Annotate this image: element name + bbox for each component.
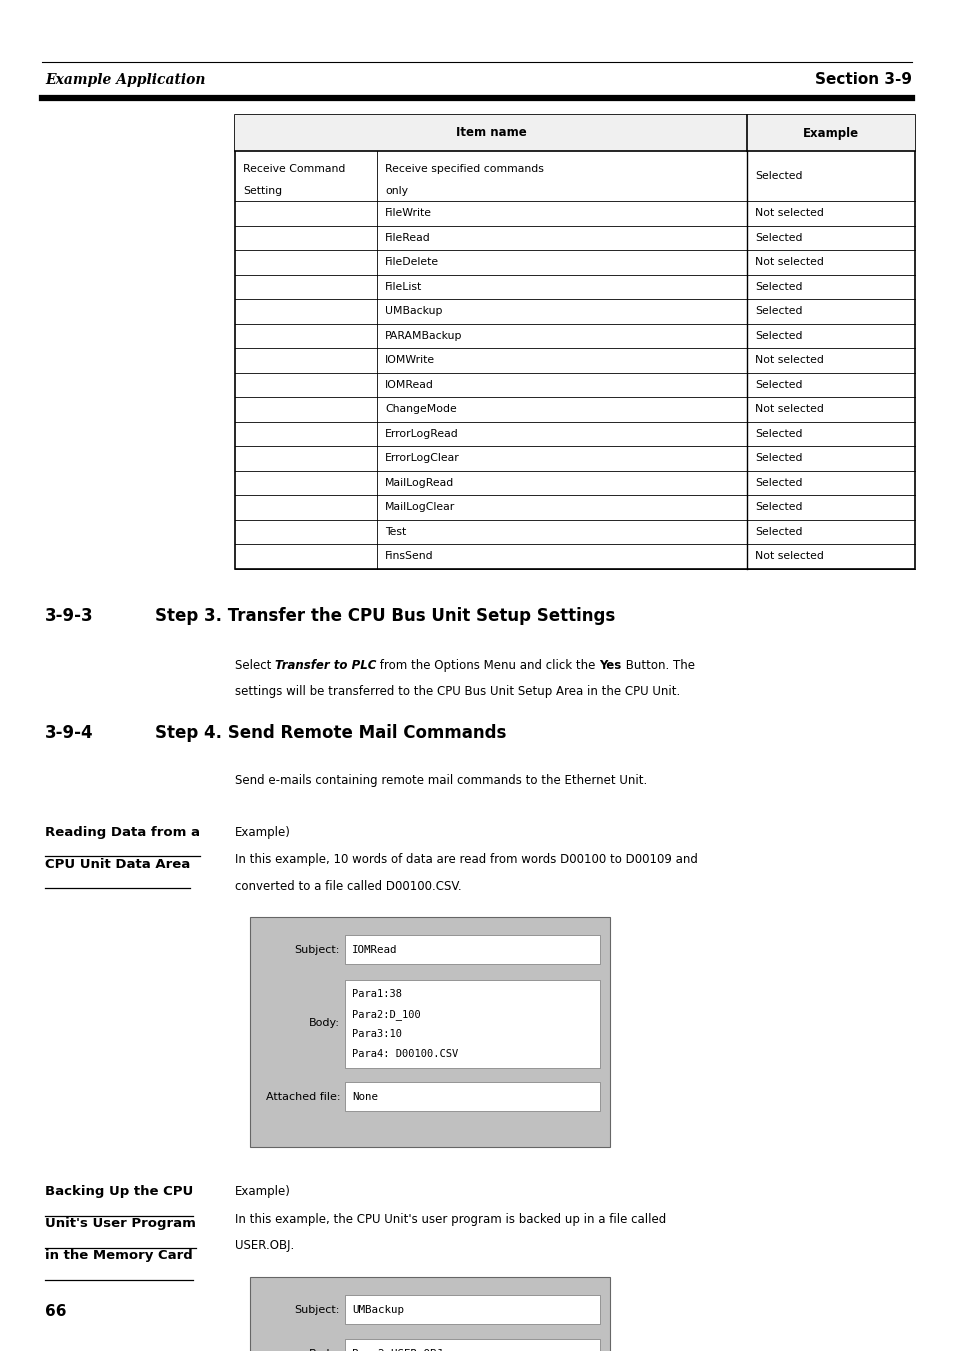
Text: USER.OBJ.: USER.OBJ. [234, 1239, 294, 1252]
Text: Not selected: Not selected [754, 404, 823, 415]
Text: Subject:: Subject: [294, 944, 339, 955]
Text: Selected: Selected [754, 453, 801, 463]
Text: Yes: Yes [599, 658, 621, 671]
Bar [345, 1082, 599, 1112]
Text: Selected: Selected [754, 331, 801, 340]
Text: converted to a file called D00100.CSV.: converted to a file called D00100.CSV. [234, 880, 461, 893]
Bar [345, 979, 599, 1067]
Text: Step 3. Transfer the CPU Bus Unit Setup Settings: Step 3. Transfer the CPU Bus Unit Setup … [154, 607, 615, 624]
Text: Unit's User Program: Unit's User Program [45, 1219, 195, 1232]
Text: Para2:D_100: Para2:D_100 [352, 1009, 420, 1020]
Text: Body:: Body: [309, 1350, 339, 1351]
Text: FileRead: FileRead [385, 232, 431, 243]
Text: Body:: Body: [309, 1019, 339, 1028]
Text: Selected: Selected [754, 428, 801, 439]
Text: Not selected: Not selected [754, 257, 823, 267]
Text: from the Options Menu and click the: from the Options Menu and click the [376, 658, 599, 671]
Text: Unit's User Program: Unit's User Program [45, 1217, 195, 1231]
Text: UMBackup: UMBackup [385, 307, 442, 316]
Text: Para3:10: Para3:10 [352, 1029, 401, 1039]
Text: only: only [385, 186, 408, 196]
Text: In this example, the CPU Unit's user program is backed up in a file called: In this example, the CPU Unit's user pro… [234, 1213, 665, 1227]
Text: Selected: Selected [754, 478, 801, 488]
Text: Selected: Selected [754, 503, 801, 512]
Text: Section 3-9: Section 3-9 [814, 73, 911, 88]
Bar [345, 935, 599, 965]
Text: Example): Example) [234, 1185, 291, 1198]
Text: Backing Up the CPU: Backing Up the CPU [45, 1185, 193, 1198]
Text: Para2:USER.OBJ: Para2:USER.OBJ [352, 1350, 442, 1351]
Bar [234, 115, 914, 151]
Text: Selected: Selected [754, 307, 801, 316]
Text: FileDelete: FileDelete [385, 257, 438, 267]
Bar [345, 1339, 599, 1351]
Text: Not selected: Not selected [754, 551, 823, 561]
Text: Selected: Selected [754, 380, 801, 389]
Text: Example): Example) [234, 825, 291, 839]
Text: Selected: Selected [754, 232, 801, 243]
Text: MailLogClear: MailLogClear [385, 503, 455, 512]
Text: Attached file:: Attached file: [265, 1092, 339, 1102]
Text: Example: Example [802, 127, 858, 139]
Text: Backing Up the CPU: Backing Up the CPU [45, 1186, 193, 1200]
Text: Subject:: Subject: [294, 1305, 339, 1315]
Text: settings will be transferred to the CPU Bus Unit Setup Area in the CPU Unit.: settings will be transferred to the CPU … [234, 685, 679, 697]
Bar [250, 1278, 609, 1351]
Text: Reading Data from a: Reading Data from a [45, 825, 200, 839]
Text: Reading Data from a: Reading Data from a [45, 827, 200, 839]
Text: Para4: D00100.CSV: Para4: D00100.CSV [352, 1050, 457, 1059]
Text: Selected: Selected [754, 282, 801, 292]
Text: Button. The: Button. The [621, 658, 694, 671]
Text: in the Memory Card: in the Memory Card [45, 1251, 193, 1263]
Text: PARAMBackup: PARAMBackup [385, 331, 462, 340]
Text: IOMRead: IOMRead [385, 380, 434, 389]
Text: Select: Select [234, 658, 274, 671]
Bar [234, 115, 914, 569]
Text: 3-9-3: 3-9-3 [45, 607, 93, 624]
Text: FinsSend: FinsSend [385, 551, 434, 561]
Text: ErrorLogRead: ErrorLogRead [385, 428, 458, 439]
Text: Item name: Item name [456, 127, 526, 139]
Text: MailLogRead: MailLogRead [385, 478, 454, 488]
Text: Selected: Selected [754, 172, 801, 181]
Text: Transfer to PLC: Transfer to PLC [274, 658, 376, 671]
Text: ErrorLogClear: ErrorLogClear [385, 453, 459, 463]
Text: None: None [352, 1092, 377, 1102]
Text: Test: Test [385, 527, 406, 536]
Bar [250, 917, 609, 1147]
Text: IOMWrite: IOMWrite [385, 355, 435, 365]
Text: Not selected: Not selected [754, 355, 823, 365]
Text: Receive specified commands: Receive specified commands [385, 163, 543, 174]
Text: 3-9-4: 3-9-4 [45, 724, 93, 742]
Text: In this example, 10 words of data are read from words D00100 to D00109 and: In this example, 10 words of data are re… [234, 854, 698, 866]
Bar [345, 1296, 599, 1324]
Text: CPU Unit Data Area: CPU Unit Data Area [45, 858, 190, 870]
Text: Example Application: Example Application [45, 73, 205, 86]
Text: Receive Command: Receive Command [243, 163, 345, 174]
Text: Selected: Selected [754, 527, 801, 536]
Text: UMBackup: UMBackup [352, 1305, 403, 1315]
Text: ChangeMode: ChangeMode [385, 404, 456, 415]
Text: in the Memory Card: in the Memory Card [45, 1250, 193, 1262]
Text: Setting: Setting [243, 186, 282, 196]
Text: 66: 66 [45, 1304, 67, 1319]
Text: Send e-mails containing remote mail commands to the Ethernet Unit.: Send e-mails containing remote mail comm… [234, 774, 646, 786]
Text: IOMRead: IOMRead [352, 944, 397, 955]
Text: FileList: FileList [385, 282, 422, 292]
Text: CPU Unit Data Area: CPU Unit Data Area [45, 858, 190, 871]
Text: Step 4. Send Remote Mail Commands: Step 4. Send Remote Mail Commands [154, 724, 506, 742]
Text: Para1:38: Para1:38 [352, 989, 401, 1000]
Text: FileWrite: FileWrite [385, 208, 432, 219]
Text: Not selected: Not selected [754, 208, 823, 219]
